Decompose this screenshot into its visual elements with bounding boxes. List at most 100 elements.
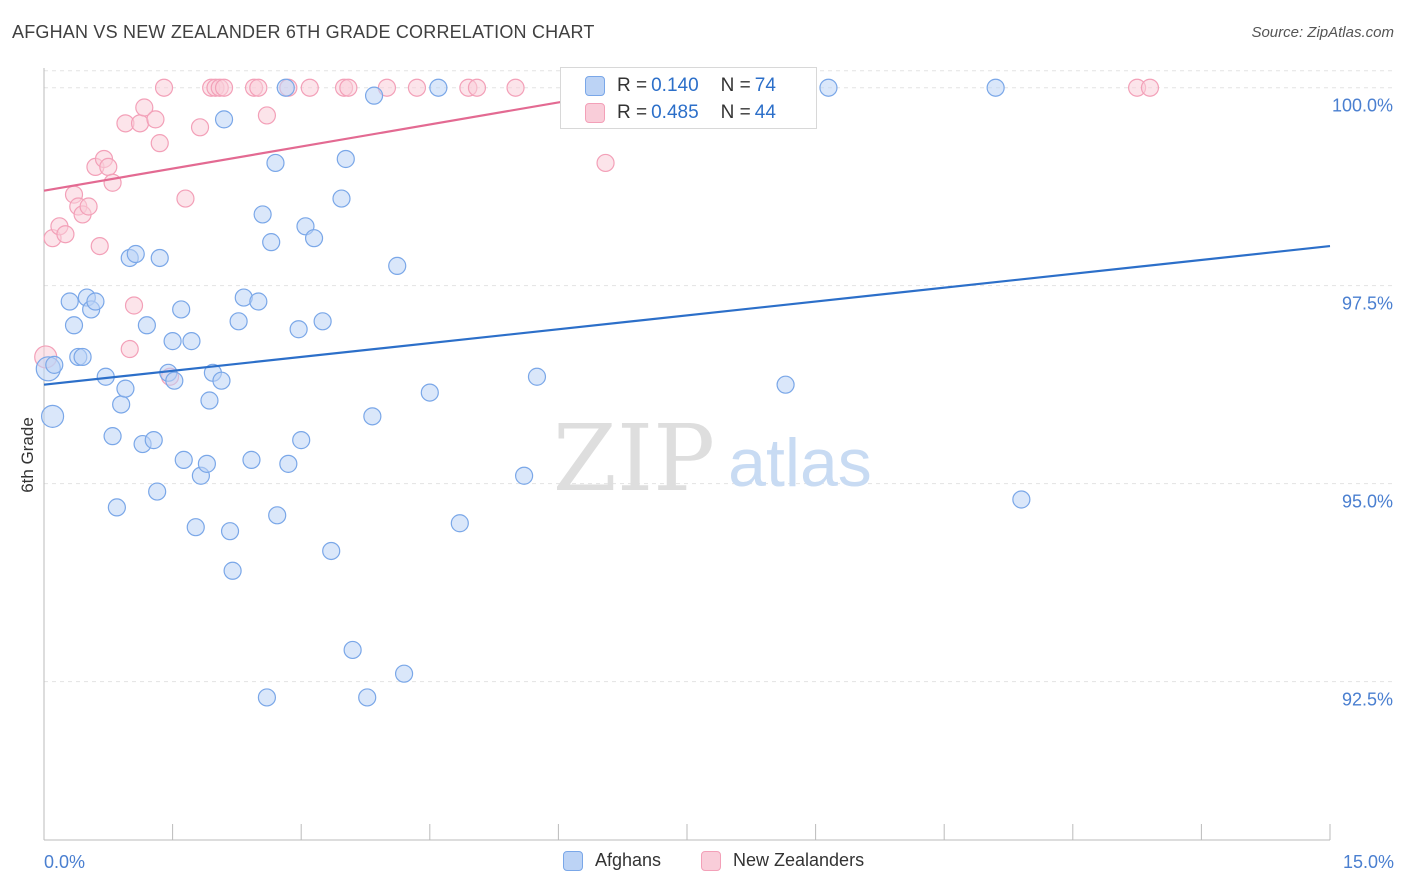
bottom-legend: Afghans New Zealanders <box>0 850 1406 880</box>
afghan-point-52 <box>313 312 332 331</box>
x-tick-label-max: 15.0% <box>1342 852 1394 872</box>
afghan-point-47 <box>279 454 298 473</box>
legend-item-new-zealanders[interactable]: New Zealanders <box>701 850 864 871</box>
new-zealander-point-9 <box>90 236 109 256</box>
y-tick-label-2: 97.5% <box>1342 294 1393 314</box>
legend-item-afghans[interactable]: Afghans <box>563 850 661 871</box>
series-afghans <box>35 78 1031 707</box>
new-zealander-point-14 <box>120 339 139 359</box>
watermark-zip: ZIP <box>553 405 715 512</box>
new-zealander-point-20 <box>154 78 174 97</box>
afghan-point-35 <box>220 522 240 541</box>
afghan-point-65 <box>515 466 534 485</box>
new-zealander-point-19 <box>150 134 169 153</box>
new-zealander-point-39 <box>506 78 525 97</box>
new-zealander-point-27 <box>214 78 234 97</box>
afghan-point-69 <box>776 375 795 394</box>
afghan-point-20 <box>148 482 167 501</box>
new-zealander-point-22 <box>176 189 195 208</box>
y-tick-label-3: 100.0% <box>1332 96 1393 116</box>
afghan-point-33 <box>212 371 231 390</box>
legend-label-afghans: Afghans <box>595 850 662 870</box>
n-value: 44 <box>754 102 776 123</box>
afghan-point-66 <box>527 367 547 386</box>
source-note: Source: ZipAtlas.com <box>1251 24 1394 41</box>
x-tick-label-min: 0.0% <box>44 852 86 872</box>
afghan-point-14 <box>116 379 135 398</box>
afghan-point-25 <box>172 300 191 319</box>
afghan-point-36 <box>223 561 242 580</box>
afghan-point-16 <box>126 244 145 264</box>
new-zealander-point-17 <box>135 98 154 117</box>
afghan-point-21 <box>150 248 169 268</box>
nz-swatch <box>585 103 605 123</box>
afghan-point-48 <box>289 320 308 339</box>
r-value: 0.140 <box>651 75 699 96</box>
afghan-point-49 <box>292 431 311 450</box>
new-zealander-point-3 <box>56 225 75 244</box>
afghan-point-40 <box>249 292 268 311</box>
chart-title: AFGHAN VS NEW ZEALANDER 6TH GRADE CORREL… <box>12 22 595 42</box>
afghan-point-59 <box>364 86 384 105</box>
afghan-point-19 <box>144 431 163 450</box>
afghan-point-3 <box>60 292 79 311</box>
y-tick-labels: 92.5% 95.0% 97.5% 100.0% <box>1332 96 1393 710</box>
afghan-point-1 <box>40 404 65 428</box>
afghans-legend-swatch <box>563 850 583 871</box>
afghan-point-30 <box>197 454 216 473</box>
new-zealander-point-36 <box>407 78 427 97</box>
afghan-point-41 <box>253 205 272 224</box>
n-label: N = <box>720 75 751 96</box>
y-tick-label-1: 95.0% <box>1342 492 1393 512</box>
new-zealander-point-7 <box>79 197 98 216</box>
stats-legend: R = 0.140 N = 74 R = 0.485 N = 44 <box>560 67 817 129</box>
afghan-point-24 <box>165 371 184 390</box>
afghan-point-46 <box>276 78 295 97</box>
afghan-point-13 <box>112 395 131 414</box>
afghan-point-23 <box>163 332 182 351</box>
afghan-point-60 <box>388 256 407 275</box>
afghan-point-34 <box>214 110 234 129</box>
r-label: R = <box>617 75 648 96</box>
new-zealander-point-30 <box>257 106 277 125</box>
afghan-point-45 <box>268 506 287 525</box>
afghan-point-63 <box>429 78 448 97</box>
n-label: N = <box>720 102 751 123</box>
stats-row-afghans: R = 0.140 N = 74 <box>585 73 776 99</box>
afghan-point-58 <box>363 407 382 426</box>
afghan-point-62 <box>420 383 439 402</box>
new-zealander-point-40 <box>596 153 615 173</box>
afghan-point-53 <box>322 541 341 561</box>
trend-lines <box>43 86 1331 386</box>
new-zealander-point-23 <box>190 118 210 137</box>
new-zealanders-trend-line <box>43 86 645 192</box>
afghan-point-56 <box>343 640 362 660</box>
afghan-point-44 <box>266 153 285 173</box>
r-value: 0.485 <box>651 102 699 123</box>
afghan-point-9 <box>86 292 105 311</box>
afghan-point-54 <box>332 189 351 208</box>
afghan-point-64 <box>450 514 469 533</box>
afghan-point-26 <box>174 450 193 469</box>
afghan-point-72 <box>986 78 1005 97</box>
afghan-point-55 <box>336 149 355 169</box>
afghan-point-37 <box>229 312 248 331</box>
afghan-point-12 <box>107 498 126 517</box>
new-zealander-point-29 <box>249 78 268 97</box>
watermark: ZIP atlas <box>553 405 872 512</box>
watermark-atlas: atlas <box>728 425 872 501</box>
afghan-point-39 <box>242 450 261 469</box>
axes <box>43 68 1331 841</box>
afghan-point-11 <box>103 427 122 446</box>
gridlines <box>44 70 1392 683</box>
new-zealander-point-32 <box>300 78 319 97</box>
new-zealander-point-15 <box>124 296 144 315</box>
afghan-point-28 <box>186 518 205 537</box>
new-zealander-point-38 <box>467 78 487 97</box>
stats-row-new-zealanders: R = 0.485 N = 44 <box>585 100 776 126</box>
afghan-point-73 <box>1012 490 1031 509</box>
nz-legend-swatch <box>701 850 721 871</box>
afghan-point-31 <box>200 391 219 410</box>
afghans-trend-line <box>43 244 1331 386</box>
r-label: R = <box>617 102 648 123</box>
